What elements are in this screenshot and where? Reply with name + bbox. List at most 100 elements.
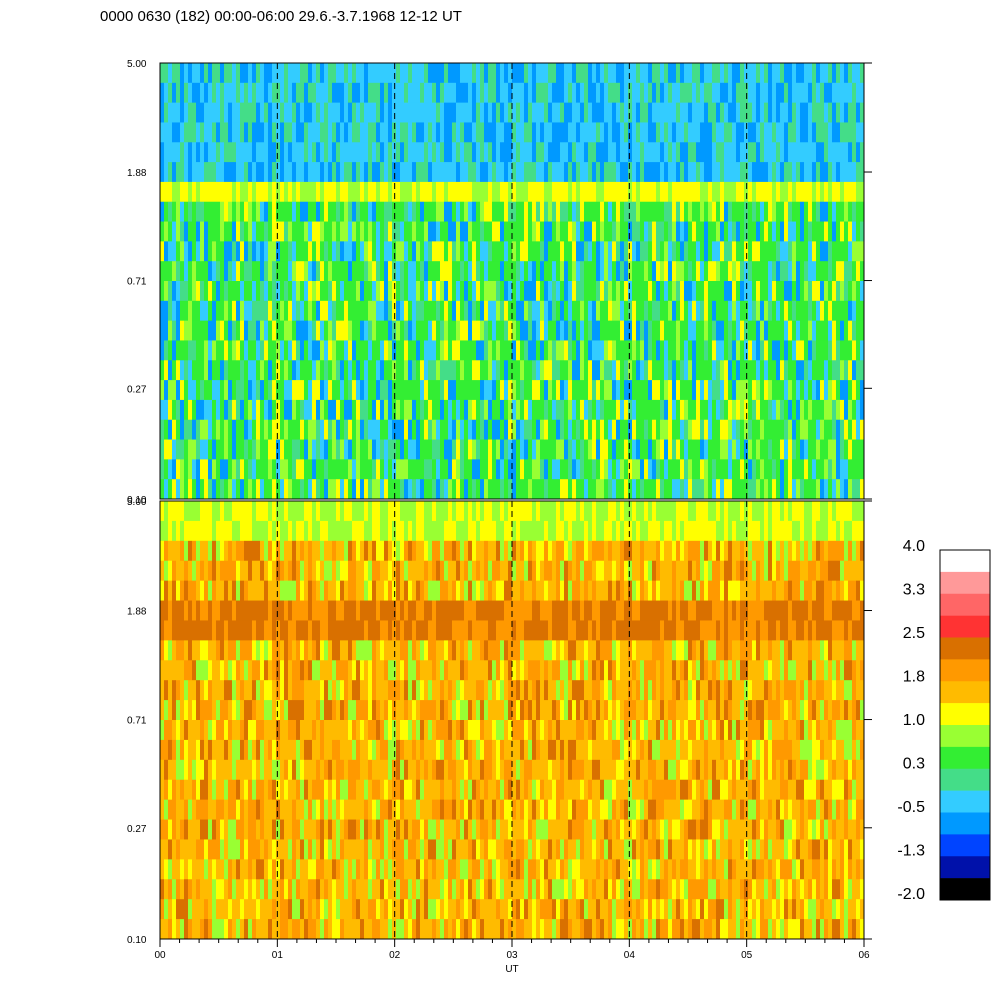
heatmap-cell xyxy=(412,142,417,163)
heatmap-cell xyxy=(416,221,421,242)
heatmap-cell xyxy=(280,399,285,421)
heatmap-cell xyxy=(348,720,353,741)
heatmap-cell xyxy=(340,399,345,421)
heatmap-cell xyxy=(264,700,269,721)
heatmap-cell xyxy=(356,859,361,880)
heatmap-cell xyxy=(200,560,205,582)
heatmap-cell xyxy=(428,281,433,302)
heatmap-cell xyxy=(404,399,409,421)
heatmap-cell xyxy=(320,540,325,562)
heatmap-cell xyxy=(244,102,249,123)
heatmap-cell xyxy=(508,102,513,123)
heatmap-cell xyxy=(224,540,229,562)
heatmap-cell xyxy=(364,142,369,163)
heatmap-cell xyxy=(704,241,709,262)
heatmap-cell xyxy=(208,720,213,741)
heatmap-cell xyxy=(656,82,661,104)
heatmap-cell xyxy=(608,201,613,222)
heatmap-cell xyxy=(340,439,345,460)
heatmap-cell xyxy=(556,320,561,341)
heatmap-cell xyxy=(376,162,381,183)
heatmap-cell xyxy=(756,320,761,341)
heatmap-cell xyxy=(248,700,253,721)
heatmap-cell xyxy=(464,261,469,282)
heatmap-cell xyxy=(160,859,165,880)
heatmap-cell xyxy=(532,261,537,282)
heatmap-cell xyxy=(316,261,321,282)
heatmap-cell xyxy=(824,122,829,143)
heatmap-cell xyxy=(484,399,489,421)
heatmap-cell xyxy=(288,300,293,322)
heatmap-cell xyxy=(256,300,261,322)
heatmap-cell xyxy=(380,300,385,322)
heatmap-cell xyxy=(304,501,309,522)
heatmap-cell xyxy=(292,181,297,203)
heatmap-cell xyxy=(256,600,261,621)
heatmap-cell xyxy=(168,879,173,900)
heatmap-cell xyxy=(472,419,477,440)
heatmap-cell xyxy=(356,759,361,781)
heatmap-cell xyxy=(296,399,301,421)
heatmap-cell xyxy=(264,281,269,302)
heatmap-cell xyxy=(464,300,469,322)
heatmap-cell xyxy=(452,162,457,183)
heatmap-cell xyxy=(168,439,173,460)
heatmap-cell xyxy=(428,419,433,440)
heatmap-cell xyxy=(344,162,349,183)
heatmap-cell xyxy=(776,221,781,242)
heatmap-cell xyxy=(536,241,541,262)
heatmap-cell xyxy=(528,201,533,222)
heatmap-cell xyxy=(312,540,317,562)
heatmap-cell xyxy=(832,380,837,401)
heatmap-cell xyxy=(612,122,617,143)
heatmap-cell xyxy=(436,479,441,500)
heatmap-cell xyxy=(436,340,441,361)
heatmap-cell xyxy=(796,281,801,302)
heatmap-cell xyxy=(472,181,477,203)
heatmap-cell xyxy=(824,241,829,262)
heatmap-cell xyxy=(836,360,841,381)
heatmap-cell xyxy=(444,281,449,302)
heatmap-cell xyxy=(316,819,321,840)
heatmap-cell xyxy=(416,340,421,361)
heatmap-cell xyxy=(268,181,273,203)
heatmap-cell xyxy=(780,102,785,123)
heatmap-cell xyxy=(636,142,641,163)
heatmap-cell xyxy=(224,360,229,381)
heatmap-cell xyxy=(384,380,389,401)
heatmap-cell xyxy=(312,399,317,421)
heatmap-cell xyxy=(364,181,369,203)
heatmap-cell xyxy=(404,82,409,104)
heatmap-cell xyxy=(216,660,221,681)
heatmap-cell xyxy=(332,879,337,900)
heatmap-cell xyxy=(544,221,549,242)
heatmap-cell xyxy=(420,300,425,322)
heatmap-cell xyxy=(392,181,397,203)
heatmap-cell xyxy=(524,82,529,104)
heatmap-cell xyxy=(548,122,553,143)
heatmap-cell xyxy=(344,501,349,522)
heatmap-cell xyxy=(472,122,477,143)
heatmap-cell xyxy=(780,82,785,104)
heatmap-cell xyxy=(500,82,505,104)
heatmap-cell xyxy=(772,320,777,341)
heatmap-cell xyxy=(608,281,613,302)
heatmap-cell xyxy=(748,459,753,480)
heatmap-cell xyxy=(532,102,537,123)
heatmap-cell xyxy=(300,340,305,361)
heatmap-cell xyxy=(628,380,633,401)
heatmap-cell xyxy=(644,122,649,143)
heatmap-cell xyxy=(640,360,645,381)
heatmap-cell xyxy=(376,241,381,262)
heatmap-cell xyxy=(520,102,525,123)
heatmap-cell xyxy=(572,281,577,302)
heatmap-cell xyxy=(652,102,657,123)
heatmap-cell xyxy=(684,459,689,480)
heatmap-cell xyxy=(296,241,301,262)
heatmap-cell xyxy=(444,479,449,500)
heatmap-cell xyxy=(192,281,197,302)
heatmap-cell xyxy=(652,261,657,282)
heatmap-cell xyxy=(416,300,421,322)
heatmap-cell xyxy=(756,300,761,322)
heatmap-cell xyxy=(204,82,209,104)
